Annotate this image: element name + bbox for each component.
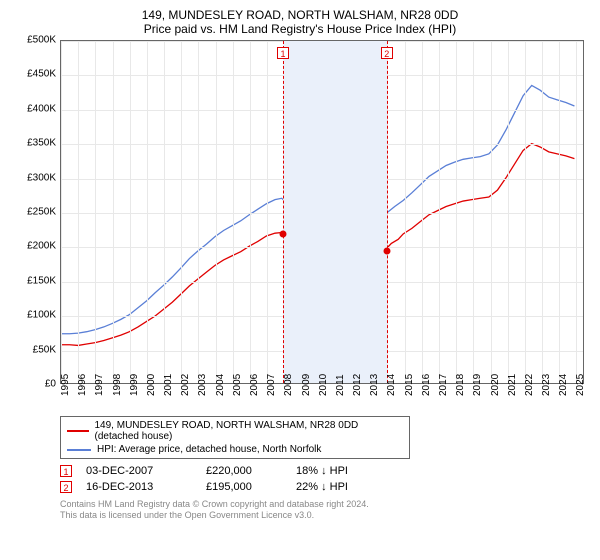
marker-price: £195,000 [206, 481, 296, 493]
chart-area: £0 £50K £100K £150K £200K £250K £300K £350K £400… [16, 40, 584, 410]
legend-swatch-icon [67, 430, 89, 432]
y-axis-tick: £100K [16, 310, 56, 321]
marker-date: 03-DEC-2007 [86, 465, 206, 477]
sale-markers-table: 1 03-DEC-2007 £220,000 18% ↓ HPI 2 16-DE… [60, 463, 590, 495]
y-axis-tick: £500K [16, 35, 56, 46]
marker-dot-icon [383, 247, 390, 254]
marker-number-icon: 2 [60, 481, 72, 493]
y-axis-tick: £200K [16, 241, 56, 252]
chart-subtitle: Price paid vs. HM Land Registry's House … [10, 22, 590, 36]
plot-area: 12 [60, 40, 584, 384]
x-axis-tick: 2025 [575, 374, 595, 396]
y-axis-tick: £350K [16, 138, 56, 149]
chart-title: 149, MUNDESLEY ROAD, NORTH WALSHAM, NR28… [10, 8, 590, 22]
y-axis-tick: £250K [16, 207, 56, 218]
y-axis-tick: £50K [16, 344, 56, 355]
table-row: 1 03-DEC-2007 £220,000 18% ↓ HPI [60, 463, 590, 479]
marker-dot-icon [279, 230, 286, 237]
marker-line [283, 41, 284, 383]
date-range-band [283, 41, 387, 383]
marker-price: £220,000 [206, 465, 296, 477]
marker-number-icon: 1 [277, 47, 289, 59]
legend-label: HPI: Average price, detached house, Nort… [97, 444, 321, 455]
y-axis-tick: £400K [16, 103, 56, 114]
footer-attribution: Contains HM Land Registry data © Crown c… [60, 499, 590, 522]
marker-number-icon: 2 [381, 47, 393, 59]
marker-date: 16-DEC-2013 [86, 481, 206, 493]
legend: 149, MUNDESLEY ROAD, NORTH WALSHAM, NR28… [60, 416, 410, 459]
marker-delta: 18% ↓ HPI [296, 465, 396, 477]
table-row: 2 16-DEC-2013 £195,000 22% ↓ HPI [60, 479, 590, 495]
y-axis-tick: £0 [16, 379, 56, 390]
marker-number-icon: 1 [60, 465, 72, 477]
marker-delta: 22% ↓ HPI [296, 481, 396, 493]
legend-label: 149, MUNDESLEY ROAD, NORTH WALSHAM, NR28… [95, 420, 404, 442]
marker-line [387, 41, 388, 383]
legend-item: HPI: Average price, detached house, Nort… [67, 443, 403, 456]
y-axis-tick: £450K [16, 69, 56, 80]
legend-item: 149, MUNDESLEY ROAD, NORTH WALSHAM, NR28… [67, 419, 403, 443]
y-axis-tick: £150K [16, 275, 56, 286]
legend-swatch-icon [67, 449, 91, 451]
y-axis-tick: £300K [16, 172, 56, 183]
